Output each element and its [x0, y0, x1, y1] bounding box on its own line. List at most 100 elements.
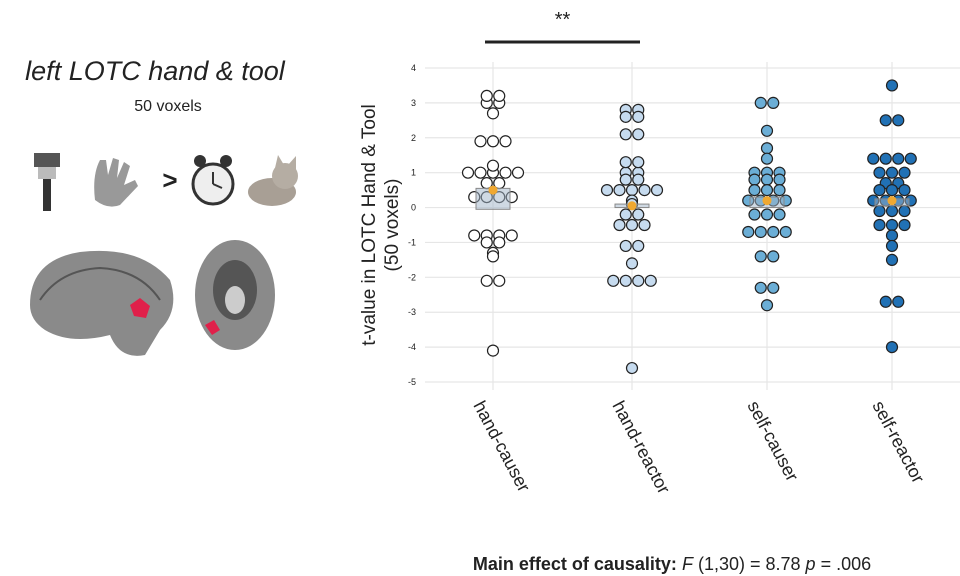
y-tick-label: -5	[408, 377, 416, 387]
significance-label: **	[555, 9, 571, 31]
dot	[885, 239, 899, 253]
dot	[885, 253, 899, 266]
series-1	[600, 103, 664, 375]
dot	[480, 89, 493, 103]
dot	[474, 166, 487, 179]
dot	[505, 229, 518, 242]
hand-icon	[94, 158, 138, 207]
dot	[632, 128, 645, 141]
dot	[879, 152, 892, 165]
dot	[742, 225, 755, 239]
dot	[493, 236, 506, 249]
dot	[638, 218, 651, 232]
dot	[754, 281, 767, 294]
dot	[632, 173, 645, 186]
footer-label: Main effect of causality:	[473, 554, 677, 574]
dot	[898, 166, 911, 179]
dot	[461, 166, 475, 179]
dot	[638, 184, 651, 197]
x-tick-label: self-reactor	[868, 397, 928, 486]
dot	[898, 218, 911, 232]
dot	[600, 184, 614, 197]
dot	[632, 208, 645, 221]
dot	[619, 239, 632, 253]
dot	[619, 208, 632, 221]
y-tick-label: -2	[408, 272, 416, 282]
dot	[486, 344, 500, 357]
dot	[754, 96, 767, 109]
mean-point	[488, 185, 498, 195]
dot	[468, 229, 481, 242]
x-tick-label: hand-reactor	[608, 397, 674, 497]
dot	[773, 208, 786, 221]
dot	[779, 225, 792, 239]
dot	[767, 281, 780, 294]
dot	[613, 184, 626, 197]
dot	[767, 250, 780, 263]
dot	[632, 110, 645, 123]
panel-title: left LOTC hand & tool	[25, 56, 286, 86]
x-tick-label: self-causer	[743, 397, 802, 484]
y-axis-label: t-value in LOTC Hand & Tool	[359, 104, 380, 346]
dot	[760, 299, 774, 312]
dot	[898, 204, 911, 218]
dot	[625, 218, 639, 232]
y-tick-label: -1	[408, 237, 416, 247]
dot	[493, 89, 506, 103]
footer-note: Main effect of causality: F (1,30) = 8.7…	[473, 554, 871, 574]
dot	[885, 204, 899, 218]
dot	[625, 184, 639, 197]
dot	[904, 152, 917, 165]
dot	[767, 225, 780, 239]
dot	[873, 218, 886, 232]
dot	[892, 295, 905, 308]
dot	[879, 114, 892, 127]
footer-p: p	[805, 554, 816, 574]
dot	[748, 208, 761, 221]
dot	[885, 218, 899, 232]
dot	[760, 208, 774, 221]
y-tick-label: -4	[408, 342, 416, 352]
y-tick-label: 0	[411, 203, 416, 213]
series-0	[461, 89, 525, 357]
dot	[867, 152, 880, 165]
dot	[873, 166, 886, 179]
dot	[760, 142, 774, 155]
y-axis-label-sub: (50 voxels)	[382, 179, 403, 272]
series-2	[742, 96, 792, 312]
dot	[748, 173, 761, 186]
dot	[511, 166, 525, 179]
mean-point	[627, 201, 637, 211]
y-tick-label: 2	[411, 133, 416, 143]
dot	[619, 110, 632, 123]
dot	[619, 173, 632, 186]
footer-f: F	[682, 554, 694, 574]
dot	[885, 341, 899, 354]
dot	[754, 225, 767, 239]
dot	[885, 166, 899, 179]
panel-subtitle: 50 voxels	[134, 98, 202, 115]
dot	[480, 236, 493, 249]
dot	[619, 128, 632, 141]
clock-icon	[191, 155, 235, 206]
dot	[619, 274, 632, 287]
dot	[885, 184, 899, 197]
x-tick-label: hand-causer	[469, 397, 534, 495]
dot	[625, 257, 639, 270]
dot	[873, 184, 886, 197]
dot	[486, 159, 500, 172]
dot	[760, 173, 774, 186]
dot	[892, 114, 905, 127]
dot	[879, 295, 892, 308]
mean-point	[887, 196, 897, 206]
dot	[619, 156, 632, 169]
dot	[760, 124, 774, 137]
dot	[760, 184, 774, 197]
brush-icon	[34, 153, 60, 211]
dot	[607, 274, 620, 287]
dot	[625, 361, 639, 375]
dot	[644, 274, 657, 287]
dot	[632, 156, 645, 169]
comparison-sign: >	[162, 165, 177, 195]
